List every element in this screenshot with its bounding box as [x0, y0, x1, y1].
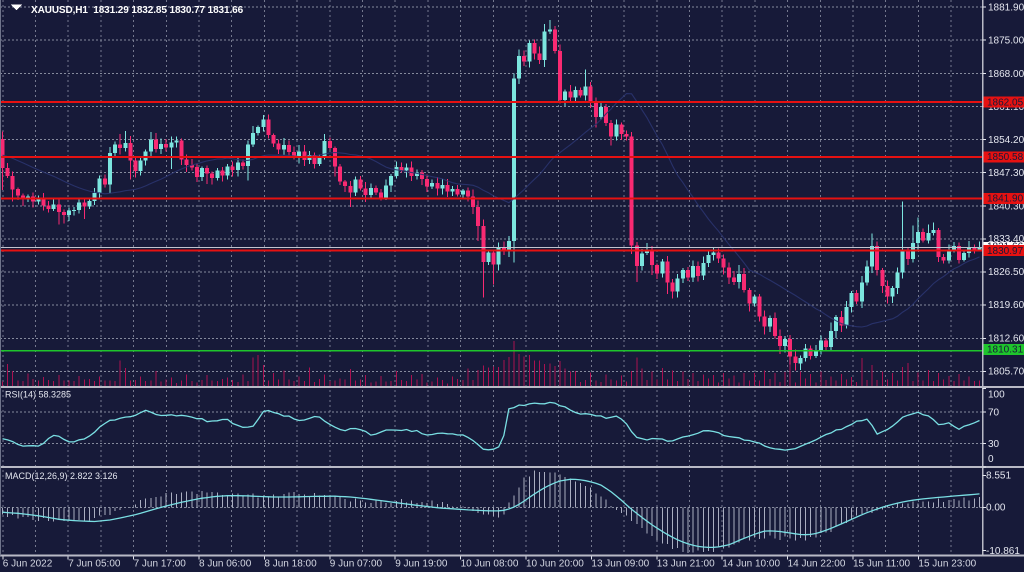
- svg-text:1847.30: 1847.30: [988, 168, 1024, 179]
- svg-text:1826.50: 1826.50: [988, 267, 1024, 278]
- svg-text:9 Jun 07:00: 9 Jun 07:00: [330, 559, 383, 570]
- svg-text:8 Jun 06:00: 8 Jun 06:00: [199, 559, 252, 570]
- svg-text:7 Jun 17:00: 7 Jun 17:00: [134, 559, 187, 570]
- svg-text:-10.861: -10.861: [986, 546, 1020, 557]
- svg-text:1875.00: 1875.00: [988, 35, 1024, 46]
- svg-text:8 Jun 18:00: 8 Jun 18:00: [264, 559, 317, 570]
- svg-text:14 Jun 22:00: 14 Jun 22:00: [788, 559, 846, 570]
- svg-text:15 Jun 11:00: 15 Jun 11:00: [853, 559, 911, 570]
- svg-text:1868.00: 1868.00: [988, 69, 1024, 80]
- svg-text:9 Jun 19:00: 9 Jun 19:00: [395, 559, 448, 570]
- svg-text:1833.40: 1833.40: [988, 234, 1024, 245]
- svg-text:13 Jun 21:00: 13 Jun 21:00: [657, 559, 715, 570]
- svg-text:1862.05: 1862.05: [987, 97, 1024, 108]
- svg-text:1830.97: 1830.97: [987, 246, 1024, 257]
- svg-text:RSI(14) 58.3285: RSI(14) 58.3285: [5, 390, 71, 400]
- svg-text:70: 70: [988, 407, 1000, 418]
- svg-text:1805.70: 1805.70: [988, 367, 1024, 378]
- svg-text:0: 0: [988, 454, 994, 465]
- svg-text:0.00: 0.00: [986, 503, 1006, 514]
- svg-text:1812.60: 1812.60: [988, 334, 1024, 345]
- svg-text:1850.58: 1850.58: [987, 152, 1024, 163]
- svg-text:8.551: 8.551: [986, 471, 1011, 482]
- svg-text:1840.30: 1840.30: [988, 201, 1024, 212]
- svg-text:XAUUSD,H1 1831.29 1832.85 183: XAUUSD,H1 1831.29 1832.85 1830.77 1831.6…: [31, 5, 244, 16]
- svg-text:6 Jun 2022: 6 Jun 2022: [3, 559, 53, 570]
- svg-text:1810.31: 1810.31: [987, 345, 1024, 356]
- svg-text:10 Jun 20:00: 10 Jun 20:00: [526, 559, 584, 570]
- svg-text:14 Jun 10:00: 14 Jun 10:00: [722, 559, 780, 570]
- svg-text:10 Jun 08:00: 10 Jun 08:00: [461, 559, 519, 570]
- svg-text:15 Jun 23:00: 15 Jun 23:00: [918, 559, 976, 570]
- svg-text:13 Jun 09:00: 13 Jun 09:00: [591, 559, 649, 570]
- svg-text:1841.90: 1841.90: [987, 194, 1024, 205]
- svg-text:1854.20: 1854.20: [988, 135, 1024, 146]
- svg-text:100: 100: [988, 390, 1005, 401]
- svg-text:1819.60: 1819.60: [988, 300, 1024, 311]
- svg-text:MACD(12,26,9) 2.822 3.126: MACD(12,26,9) 2.822 3.126: [5, 471, 118, 481]
- svg-text:7 Jun 05:00: 7 Jun 05:00: [68, 559, 121, 570]
- svg-text:30: 30: [988, 439, 1000, 450]
- svg-text:1881.90: 1881.90: [988, 2, 1024, 13]
